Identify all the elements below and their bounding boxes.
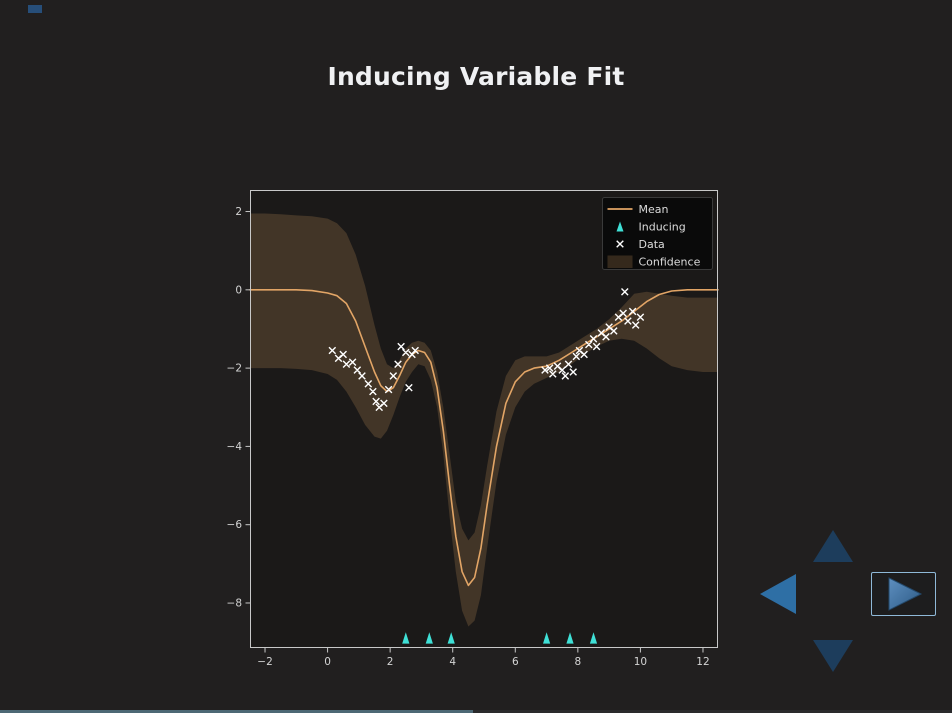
bottom-progress-track	[0, 710, 952, 713]
page-title: Inducing Variable Fit	[327, 62, 625, 91]
arrow-left-icon	[760, 574, 796, 614]
nav-up-button[interactable]	[811, 528, 855, 564]
corner-marker	[28, 5, 42, 13]
svg-text:10: 10	[634, 656, 647, 668]
nav-down-button[interactable]	[811, 638, 855, 674]
svg-text:2: 2	[235, 206, 242, 218]
y-axis-ticks: 2 0 −2 −4 −6 −8	[227, 206, 250, 609]
inducing-points	[402, 632, 598, 644]
svg-text:−2: −2	[257, 656, 272, 668]
legend-label-confidence: Confidence	[639, 255, 701, 268]
data-points	[328, 288, 645, 412]
svg-text:0: 0	[235, 284, 242, 296]
chevron-up-icon	[813, 530, 853, 562]
svg-text:−2: −2	[227, 363, 242, 375]
svg-text:0: 0	[324, 656, 331, 668]
arrow-right-icon	[888, 577, 922, 611]
confidence-band	[250, 213, 718, 627]
bottom-progress-bar	[0, 710, 473, 713]
svg-text:4: 4	[449, 656, 456, 668]
legend-label-inducing: Inducing	[639, 220, 686, 233]
svg-text:12: 12	[696, 656, 709, 668]
svg-text:6: 6	[512, 656, 519, 668]
svg-text:−8: −8	[227, 597, 242, 609]
svg-text:−4: −4	[227, 441, 243, 453]
chevron-down-icon	[813, 640, 853, 672]
chart-legend: Mean Inducing Data Confidence	[602, 197, 713, 270]
svg-text:−6: −6	[227, 519, 243, 531]
legend-label-mean: Mean	[639, 203, 669, 216]
x-axis-ticks: −2 0 2 4 6 8 10 12	[257, 648, 710, 668]
svg-text:2: 2	[387, 656, 394, 668]
legend-label-data: Data	[639, 238, 665, 251]
nav-right-button[interactable]	[871, 572, 936, 616]
svg-text:8: 8	[575, 656, 582, 668]
axes-border	[250, 190, 718, 648]
nav-left-button[interactable]	[758, 572, 798, 616]
